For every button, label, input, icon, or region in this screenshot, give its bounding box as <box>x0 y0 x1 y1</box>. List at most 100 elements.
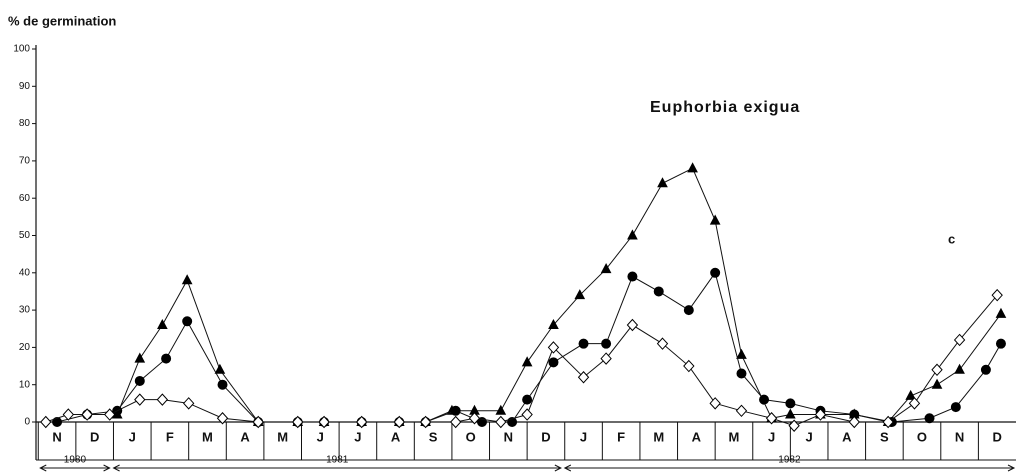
x-tick-label: J <box>129 429 136 444</box>
triangle-marker <box>627 229 638 240</box>
year-label: 1980 <box>64 455 87 466</box>
diamond-marker <box>600 352 612 365</box>
diamond-marker <box>709 397 721 410</box>
circle-marker <box>759 394 770 405</box>
x-tick-label: J <box>354 429 361 444</box>
y-tick-label: 30 <box>19 305 31 316</box>
x-tick-label: J <box>317 429 324 444</box>
diamond-marker <box>450 415 462 429</box>
series-line <box>116 167 1002 423</box>
diamond-marker <box>788 419 800 432</box>
x-tick-label: M <box>277 429 288 444</box>
x-tick-label: J <box>768 429 775 444</box>
diamond-marker <box>419 415 432 429</box>
diamond-marker <box>814 408 827 421</box>
diamond-marker <box>134 393 146 406</box>
x-tick-label: O <box>917 429 927 444</box>
diamond-marker <box>953 333 966 347</box>
year-arrow <box>112 464 120 472</box>
year-arrow <box>563 464 572 472</box>
diamond-marker <box>292 415 304 429</box>
triangle-marker <box>134 352 146 363</box>
diamond-marker <box>991 288 1003 302</box>
circle-marker <box>52 417 63 427</box>
circle-marker <box>980 364 991 375</box>
diamond-marker <box>908 397 921 410</box>
circle-marker <box>601 338 612 349</box>
x-tick-label: J <box>580 429 587 444</box>
circle-marker <box>578 338 589 349</box>
y-tick-label: 60 <box>19 193 31 204</box>
triangle-marker <box>709 214 721 225</box>
diamond-marker <box>183 397 195 410</box>
x-tick-label: M <box>653 429 664 444</box>
x-tick-label: M <box>729 429 740 444</box>
circle-marker <box>182 316 193 327</box>
diamond-marker <box>765 412 778 425</box>
x-tick-label: N <box>955 429 964 444</box>
diamond-marker <box>81 408 93 421</box>
triangle-marker <box>905 389 917 400</box>
diamond-marker <box>318 415 330 429</box>
diamond-marker <box>521 408 533 421</box>
circle-marker <box>995 338 1006 349</box>
circle-marker <box>450 405 461 416</box>
triangle-marker <box>931 378 943 389</box>
diamond-marker <box>547 341 560 354</box>
x-tick-label: N <box>52 429 61 444</box>
circle-marker <box>924 413 935 424</box>
triangle-marker <box>521 356 533 367</box>
y-axis-label: % de germination <box>8 13 116 28</box>
triangle-marker <box>657 177 668 188</box>
triangle-marker <box>954 363 965 374</box>
year-arrow <box>1007 464 1016 472</box>
year-arrow <box>39 464 47 472</box>
x-tick-label: A <box>842 429 852 444</box>
x-tick-label: A <box>391 429 401 444</box>
diamond-marker <box>393 415 405 429</box>
diamond-marker <box>62 408 75 421</box>
diamond-marker <box>252 415 264 429</box>
year-label: 1982 <box>778 455 801 466</box>
x-tick-label: D <box>541 429 550 444</box>
diamond-marker <box>735 404 748 418</box>
x-tick-label: O <box>466 429 476 444</box>
year-label: 1981 <box>326 455 349 466</box>
triangle-marker <box>181 274 193 285</box>
annotation: c <box>948 231 955 246</box>
x-tick-label: J <box>806 429 813 444</box>
y-tick-label: 40 <box>19 267 31 278</box>
year-arrow <box>554 464 562 472</box>
triangle-marker <box>785 408 796 419</box>
triangle-marker <box>548 318 559 330</box>
diamond-marker <box>216 412 229 425</box>
chart-title: Euphorbia exigua <box>650 99 800 116</box>
y-tick-label: 100 <box>13 44 30 55</box>
diamond-marker <box>656 337 669 350</box>
diamond-marker <box>156 393 169 406</box>
year-arrow <box>103 464 111 472</box>
circle-marker <box>710 267 721 278</box>
diamond-marker <box>468 412 481 425</box>
circle-marker <box>736 368 747 379</box>
diamond-marker <box>577 370 590 384</box>
circle-marker <box>161 353 172 364</box>
x-tick-label: S <box>429 429 438 444</box>
diamond-marker <box>495 415 507 429</box>
circle-marker <box>683 305 694 316</box>
y-tick-label: 20 <box>19 342 31 353</box>
circle-marker <box>950 402 961 413</box>
diamond-marker <box>931 363 943 377</box>
triangle-marker <box>157 318 168 330</box>
circle-marker <box>785 398 796 409</box>
triangle-marker <box>736 348 747 359</box>
x-tick-label: A <box>692 429 702 444</box>
triangle-marker <box>574 289 586 300</box>
circle-marker <box>548 357 559 368</box>
y-tick-label: 0 <box>24 417 30 428</box>
x-tick-label: F <box>617 429 625 444</box>
x-tick-label: A <box>240 429 250 444</box>
y-tick-label: 10 <box>19 379 31 390</box>
y-tick-label: 70 <box>19 156 31 167</box>
